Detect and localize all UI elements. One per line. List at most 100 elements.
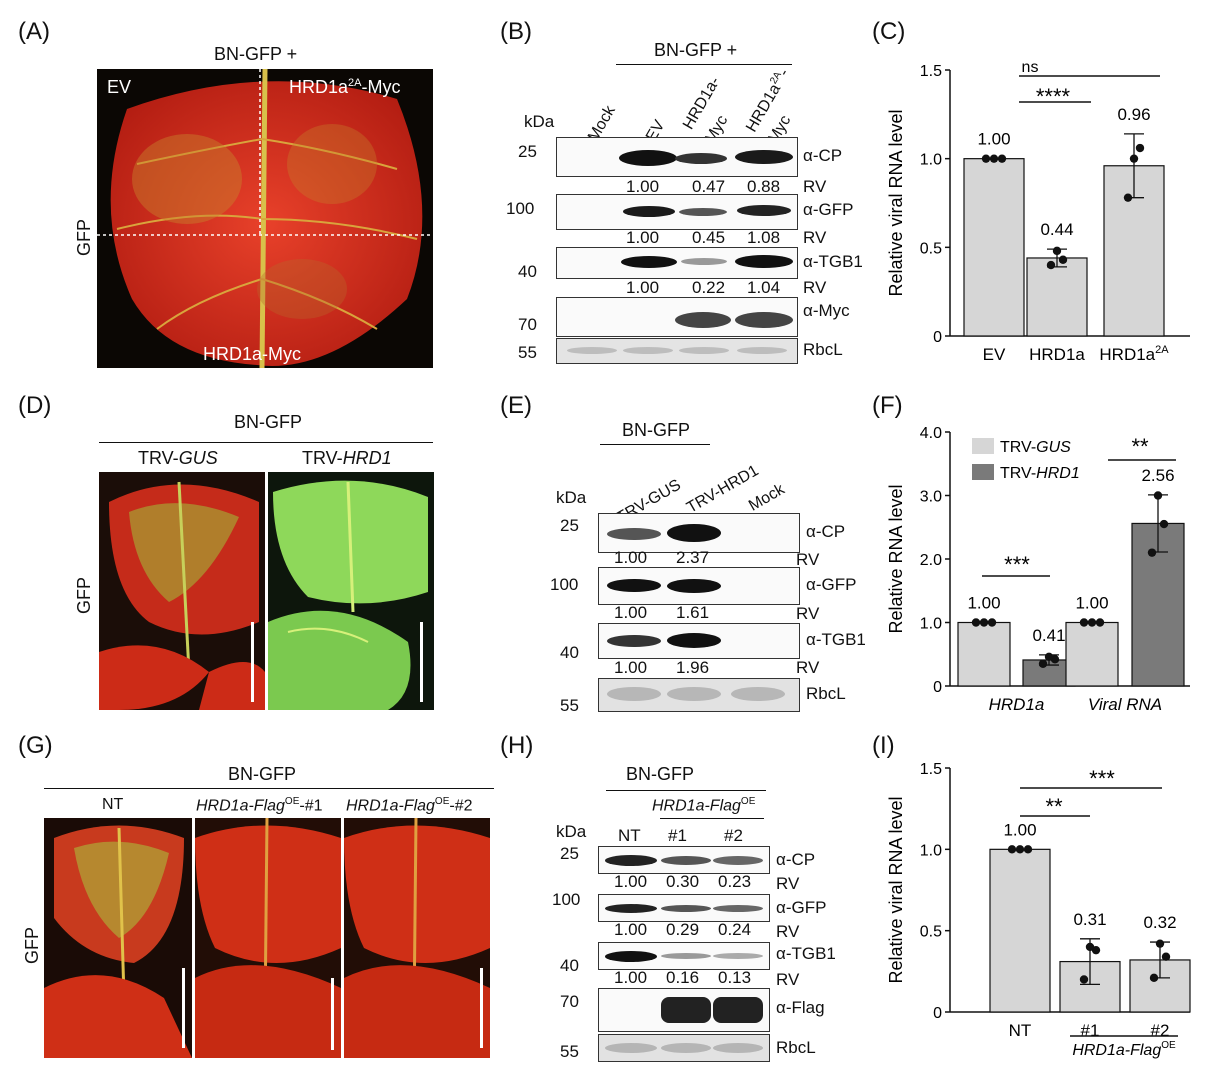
plant-photo-oe2 <box>344 818 490 1058</box>
sig-f-hrd1a: *** <box>1004 552 1030 577</box>
y-tick-label: 1.0 <box>920 842 942 859</box>
panel-b-kda: kDa <box>524 112 555 131</box>
y-axis-label: Relative viral RNA level <box>886 109 906 296</box>
antibody-cp: α-CP <box>803 146 843 165</box>
data-label: 1.00 <box>1075 594 1108 613</box>
h-blot-rbcl <box>598 1034 770 1062</box>
chart-i: 0 0.5 1.0 1.5 Relative viral RNA level 1.00 NT… <box>886 761 1191 1059</box>
quadrant-label-hrd1a: HRD1a-Myc <box>203 344 302 364</box>
group-label-i: HRD1a-FlagOE <box>1072 1040 1176 1059</box>
panel-e-lane-trv-hrd1: TRV-HRD1 <box>684 462 762 517</box>
data-point <box>1159 519 1169 529</box>
h-blot-flag <box>598 988 770 1032</box>
h-antibody-rbcl: RbcL <box>776 1038 816 1057</box>
data-point <box>979 618 989 627</box>
marker-25: 25 <box>518 142 537 161</box>
rv-gfp-ev: 1.00 <box>626 228 660 247</box>
marker-55: 55 <box>518 343 537 362</box>
e-marker-25: 25 <box>560 516 579 535</box>
panel-d-side-label: GFP <box>74 576 94 614</box>
panel-d-label: (D) <box>18 392 52 419</box>
e-antibody-cp: α-CP <box>806 522 846 541</box>
x-tick-label: #1 <box>1081 1021 1100 1040</box>
e-rv-gfp-hrd1: 1.61 <box>676 603 710 622</box>
data-point <box>1153 491 1163 500</box>
plant-image-oe1 <box>195 818 341 1058</box>
h-marker-40: 40 <box>560 956 579 975</box>
antibody-rbcl: RbcL <box>803 340 843 359</box>
h-antibody-cp: α-CP <box>776 850 816 869</box>
data-point <box>989 154 999 163</box>
data-point <box>1044 652 1054 661</box>
panel-g-col1: NT <box>102 796 124 813</box>
chart-c-plot: 0 0.5 1.0 1.5 Relative viral RNA level 1.00 EV… <box>886 63 1190 364</box>
panel-e-label: (E) <box>500 392 532 419</box>
data-point <box>1046 260 1056 270</box>
data-point <box>1038 659 1048 668</box>
y-tick-label: 2.0 <box>920 552 942 569</box>
h-rv-label-gfp: RV <box>776 922 800 941</box>
rv-gfp-hrd1a2a: 1.08 <box>747 228 781 247</box>
data-point <box>1149 973 1159 983</box>
data-point <box>1007 845 1017 854</box>
e-marker-100: 100 <box>550 575 579 594</box>
data-label: 1.00 <box>1003 820 1036 839</box>
bar <box>989 848 1051 1013</box>
blot-rbcl <box>556 338 798 364</box>
panel-h-subheader: HRD1a-FlagOE <box>652 796 756 815</box>
panel-h-kda: kDa <box>556 822 587 841</box>
antibody-myc: α-Myc <box>803 301 850 320</box>
data-point <box>1058 255 1068 264</box>
data-label: 0.41 <box>1032 626 1065 645</box>
data-point <box>1079 618 1089 627</box>
quadrant-label-hrd1a-2a: HRD1a2A-Myc <box>289 77 401 97</box>
data-label: 0.32 <box>1143 913 1176 932</box>
e-antibody-rbcl: RbcL <box>806 684 846 703</box>
h-marker-70: 70 <box>560 992 579 1011</box>
panel-d-col1: TRV-GUS <box>138 448 218 468</box>
legend-label: TRV-GUS <box>1000 439 1071 456</box>
e-rv-label-tgb1: RV <box>796 658 820 677</box>
quadrant-label-ev: EV <box>107 77 132 97</box>
marker-100: 100 <box>506 199 535 218</box>
legend-swatch <box>972 464 994 480</box>
chart-c: 0 0.5 1.0 1.5 Relative viral RNA level 1.00 EV… <box>886 59 1190 364</box>
x-tick-label: HRD1a2A <box>1099 344 1169 364</box>
h-rv-label-tgb1: RV <box>776 970 800 989</box>
x-tick-label: Viral RNA <box>1088 695 1162 714</box>
panel-h-lane-2: #2 <box>724 826 743 845</box>
blot-cp <box>556 137 798 177</box>
h-marker-55: 55 <box>560 1042 579 1061</box>
rv-cp-hrd1a2a: 0.88 <box>747 177 781 196</box>
y-axis-label: Relative viral RNA level <box>886 796 906 983</box>
h-blot-gfp <box>598 894 770 922</box>
panel-c-label: (C) <box>872 18 906 45</box>
panel-g-col2: HRD1a-FlagOE-#1 <box>196 796 323 815</box>
plant-photo-trv-hrd1 <box>268 472 434 710</box>
panel-g-header: BN-GFP <box>228 764 297 784</box>
panel-d-col2: TRV-HRD1 <box>302 448 392 468</box>
rv-label-gfp: RV <box>803 228 827 247</box>
h-blot-tgb1 <box>598 942 770 970</box>
data-label: 1.00 <box>967 594 1000 613</box>
chart-i-plot: 0 0.5 1.0 1.5 Relative viral RNA level 1.00 NT… <box>886 761 1191 1040</box>
panel-d-header: BN-GFP <box>234 412 303 432</box>
plant-photo-oe1 <box>195 818 341 1058</box>
rv-tgb1-ev: 1.00 <box>626 278 660 297</box>
scale-bar-g2 <box>331 978 334 1050</box>
panel-a-side-label: GFP <box>74 218 94 256</box>
panel-d-header-line <box>99 442 433 443</box>
panel-f-label: (F) <box>872 392 903 419</box>
data-point <box>1087 618 1097 627</box>
data-point <box>981 154 991 163</box>
plant-image-oe2 <box>344 818 490 1058</box>
panel-b-header-line <box>616 64 792 65</box>
e-rv-label-cp: RV <box>796 550 820 569</box>
data-point <box>1052 246 1062 256</box>
plant-image-trv-hrd1 <box>268 480 428 710</box>
y-tick-label: 0 <box>933 1005 942 1022</box>
h-antibody-tgb1: α-TGB1 <box>776 944 836 963</box>
scale-bar-d2 <box>420 622 423 702</box>
e-rv-tgb1-hrd1: 1.96 <box>676 658 710 677</box>
plant-image-nt <box>44 825 192 1058</box>
